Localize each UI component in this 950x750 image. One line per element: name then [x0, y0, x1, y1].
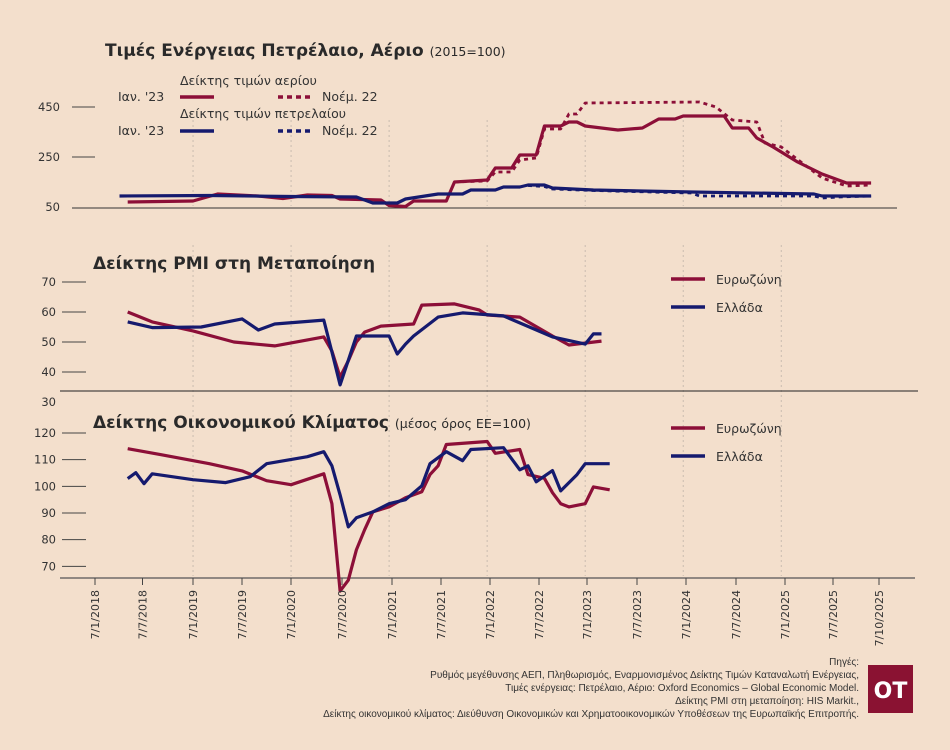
x-tick-label: 7/1/2024: [680, 590, 693, 639]
y-tick-label: 60: [41, 305, 56, 319]
legend-gas-dashed-label: Νοέμ. 22: [322, 89, 378, 104]
x-tick-label: 7/7/2021: [435, 590, 448, 639]
series-line: [127, 302, 602, 379]
x-tick-label: 7/7/2023: [631, 590, 644, 639]
y-tick-label: 50: [45, 200, 60, 214]
pmi-legend: Ευρωζώνη Ελλάδα: [671, 272, 782, 315]
x-tick-label: 7/7/2024: [730, 590, 743, 639]
y-tick-label: 80: [41, 533, 56, 547]
sources: Πηγές: Ρυθμός μεγέθυνσης ΑΕΠ, Πληθωρισμό…: [323, 656, 859, 720]
y-tick-label: 90: [41, 506, 56, 520]
legend-oil-label: Δείκτης τιμών πετρελαίου: [180, 106, 346, 121]
y-tick-label: 50: [41, 335, 56, 349]
ot-logo: OT: [868, 665, 913, 713]
legend-gas-label: Δείκτης τιμών αερίου: [180, 73, 317, 88]
y-tick-label: 450: [38, 100, 60, 114]
climate-legend: Ευρωζώνη Ελλάδα: [671, 421, 782, 464]
pmi-plot: 30 40 50 60 70: [41, 275, 602, 409]
x-tick-label: 7/1/2020: [285, 590, 298, 639]
y-tick-label: 120: [34, 426, 56, 440]
y-tick-label: 100: [34, 479, 56, 493]
x-tick-label: 7/1/2022: [484, 590, 497, 639]
sources-line: Δείκτης PMI στη μεταποίηση: HIS Markit.,: [675, 695, 859, 707]
series-line: [454, 100, 872, 188]
energy-chart-title: Τιμές Ενέργειας Πετρέλαιο, Αέριο (2015=1…: [105, 41, 506, 61]
legend-eurozone-label: Ευρωζώνη: [716, 421, 782, 436]
x-tick-label: 7/7/2020: [336, 590, 349, 639]
sources-heading: Πηγές:: [829, 656, 859, 668]
y-tick-label: 250: [38, 150, 60, 164]
x-tick-label: 7/1/2021: [386, 590, 399, 639]
x-tick-label: 7/7/2019: [236, 590, 249, 639]
pmi-chart-title: Δείκτης PMI στη Μεταποίηση: [93, 254, 375, 274]
legend-oil-solid-label: Ιαν. '23: [118, 123, 164, 138]
logo-text: OT: [874, 679, 908, 704]
x-tick-label: 7/7/2022: [533, 590, 546, 639]
climate-chart-title: Δείκτης Οικονομικού Κλίματος (μέσος όρος…: [93, 413, 531, 433]
y-tick-label: 70: [41, 559, 56, 573]
y-tick-label: 110: [34, 453, 56, 467]
legend-oil-dashed-label: Νοέμ. 22: [322, 123, 378, 138]
legend-eurozone-label: Ευρωζώνη: [716, 272, 782, 287]
y-tick-label: 30: [41, 395, 56, 409]
energy-plot: 50 250 450: [38, 100, 872, 214]
y-tick-label: 70: [41, 275, 56, 289]
x-tick-label: 7/7/2025: [827, 590, 840, 639]
sources-line: Ρυθμός μεγέθυνσης ΑΕΠ, Πληθωρισμός, Εναρ…: [430, 669, 859, 681]
series-line: [126, 446, 610, 529]
x-tick-label: 7/1/2025: [779, 590, 792, 639]
x-tick-label: 7/1/2018: [89, 590, 102, 639]
x-tick-label: 7/7/2018: [137, 590, 150, 639]
x-axis: 7/1/2018 7/7/2018 7/1/2019 7/7/2019 7/1/2020…: [89, 578, 886, 646]
x-tick-label: 7/1/2019: [187, 590, 200, 639]
legend-gas-solid-label: Ιαν. '23: [118, 89, 164, 104]
x-tick-label: 7/1/2023: [581, 590, 594, 639]
energy-legend: Δείκτης τιμών αερίου Ιαν. '23 Νοέμ. 22 Δ…: [118, 73, 378, 138]
y-tick-label: 40: [41, 365, 56, 379]
legend-greece-label: Ελλάδα: [716, 300, 763, 315]
sources-line: Δείκτης οικονομικού κλίματος: Διεύθυνση …: [323, 708, 859, 720]
legend-greece-label: Ελλάδα: [716, 449, 763, 464]
climate-plot: 70 80 90 100 110 120: [34, 426, 610, 593]
x-tick-label: 7/10/2025: [873, 590, 886, 646]
series-line: [127, 311, 602, 387]
sources-line: Τιμές ενέργειας: Πετρέλαιο, Αέριο: Oxfor…: [505, 682, 859, 694]
series-line: [527, 184, 872, 200]
